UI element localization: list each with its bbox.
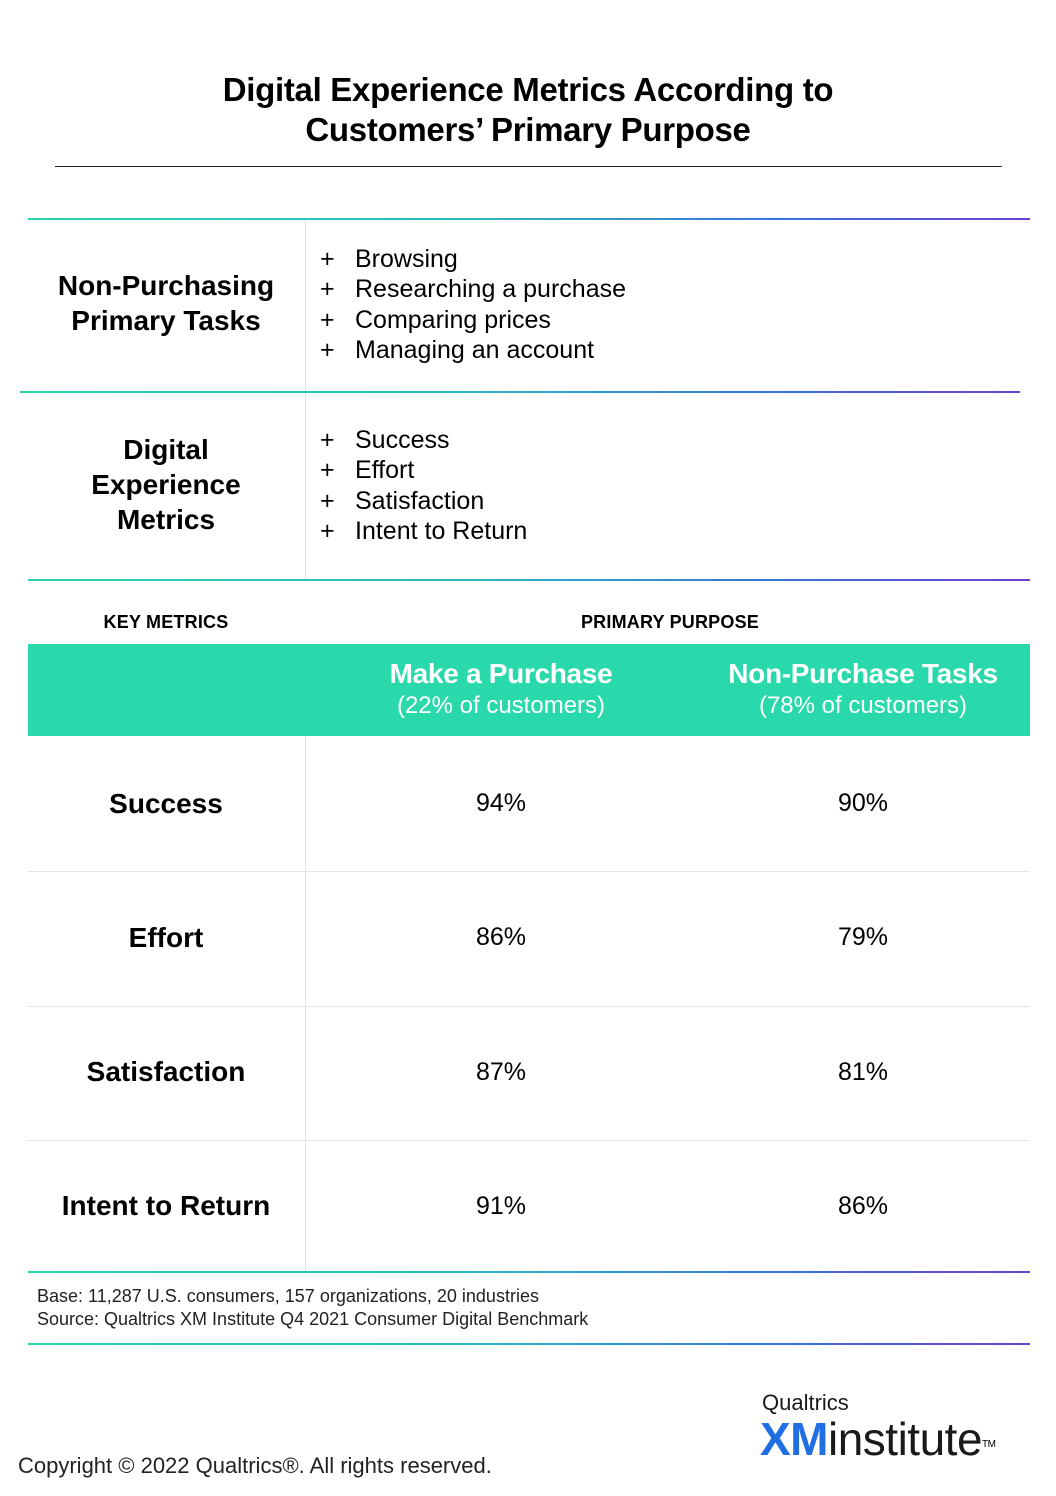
primary-purpose-header: PRIMARY PURPOSE: [580, 612, 760, 632]
footnote: Base: 11,287 U.S. consumers, 157 organiz…: [37, 1285, 588, 1331]
title-divider: [55, 166, 1002, 167]
key-metrics-header: KEY METRICS: [103, 612, 229, 632]
non-purchasing-tasks-list: + Browsing + Researching a purchase + Compa…: [320, 244, 626, 365]
table-row: Effort 86% 79%: [0, 871, 1056, 1006]
section-divider-middle: [20, 391, 1020, 393]
list-item: + Comparing prices: [320, 305, 626, 335]
footnote-source: Source: Qualtrics XM Institute Q4 2021 C…: [37, 1309, 589, 1329]
cell-purchase: 91%: [475, 1192, 527, 1220]
list-item-text: Managing an account: [355, 335, 595, 364]
list-item-text: Researching a purchase: [355, 275, 626, 304]
list-item: + Satisfaction: [320, 486, 527, 516]
list-item: + Browsing: [320, 244, 626, 274]
digital-experience-metrics-label: Digital Experience Metrics: [20, 432, 312, 537]
page-title-line1: Digital Experience Metrics According to: [222, 71, 834, 108]
list-item: + Managing an account: [320, 335, 626, 365]
list-item: + Researching a purchase: [320, 274, 626, 304]
footnote-divider: [28, 1343, 1030, 1345]
column-share: (22% of customers): [396, 692, 606, 719]
logo-institute: institute: [828, 1413, 983, 1465]
table-column-divider: [305, 736, 306, 1271]
plus-icon: +: [320, 245, 335, 273]
cell-purchase: 86%: [475, 923, 527, 951]
logo-company: Qualtrics: [762, 1390, 849, 1415]
list-item-text: Browsing: [355, 245, 458, 273]
row-metric: Intent to Return: [61, 1190, 271, 1221]
label-line: Metrics: [116, 504, 216, 535]
cell-non-purchase: 90%: [837, 789, 889, 817]
non-purchasing-tasks-label: Non-Purchasing Primary Tasks: [20, 268, 312, 338]
column-header-non-purchase: Non-Purchase Tasks (78% of customers): [682, 657, 1044, 721]
row-metric: Satisfaction: [86, 1056, 246, 1087]
xm-institute-logo: XMinstituteTM: [760, 1413, 996, 1465]
row-metric: Effort: [128, 922, 204, 953]
list-item: + Intent to Return: [320, 516, 527, 546]
label-line: Non-Purchasing: [57, 270, 275, 301]
footnote-base: Base: 11,287 U.S. consumers, 157 organiz…: [37, 1286, 539, 1306]
column-header-band: [28, 644, 1030, 736]
label-line: Experience: [91, 469, 241, 500]
list-item-text: Intent to Return: [355, 516, 528, 545]
plus-icon: +: [320, 305, 335, 334]
plus-icon: +: [320, 275, 335, 304]
label-line: Digital: [123, 434, 209, 465]
list-item: + Effort: [320, 455, 527, 485]
page-title: Digital Experience Metrics According to …: [0, 70, 1056, 150]
cell-non-purchase: 81%: [837, 1058, 889, 1086]
copyright-text: Copyright © 2022 Qualtrics®. All rights …: [18, 1453, 492, 1478]
column-name: Make a Purchase: [389, 658, 613, 689]
list-item-text: Satisfaction: [355, 486, 485, 515]
row-divider: [28, 871, 1030, 872]
logo-xm: XM: [760, 1413, 829, 1465]
column-name: Non-Purchase Tasks: [728, 658, 998, 689]
table-bottom-divider: [28, 1271, 1030, 1273]
cell-non-purchase: 86%: [837, 1192, 889, 1220]
cell-purchase: 94%: [475, 789, 527, 817]
table-row: Satisfaction 87% 81%: [0, 1006, 1056, 1140]
row-metric: Success: [109, 788, 223, 819]
page-title-line2: Customers’ Primary Purpose: [305, 111, 751, 148]
section-divider-top: [28, 218, 1030, 220]
list-item-text: Success: [355, 426, 450, 454]
cell-non-purchase: 79%: [837, 923, 889, 951]
label-line: Primary Tasks: [71, 305, 261, 336]
section-divider-bottom: [28, 579, 1030, 581]
row-divider: [28, 1140, 1030, 1141]
column-share: (78% of customers): [758, 692, 968, 719]
list-item-text: Comparing prices: [355, 305, 551, 334]
column-header-make-purchase: Make a Purchase (22% of customers): [320, 657, 682, 721]
cell-purchase: 87%: [475, 1058, 527, 1086]
definitions-column-divider: [305, 220, 306, 580]
list-item-text: Effort: [355, 456, 415, 485]
plus-icon: +: [320, 456, 335, 485]
logo-trademark: TM: [982, 1439, 996, 1450]
plus-icon: +: [320, 486, 335, 515]
list-item: + Success: [320, 425, 527, 455]
plus-icon: +: [320, 516, 335, 545]
plus-icon: +: [320, 335, 335, 364]
table-row: Intent to Return 91% 86%: [0, 1140, 1056, 1271]
table-row: Success 94% 90%: [0, 736, 1056, 871]
row-divider: [28, 1006, 1030, 1007]
digital-experience-metrics-list: + Success + Effort + Satisfaction + Intent t…: [320, 425, 527, 546]
plus-icon: +: [320, 426, 335, 454]
